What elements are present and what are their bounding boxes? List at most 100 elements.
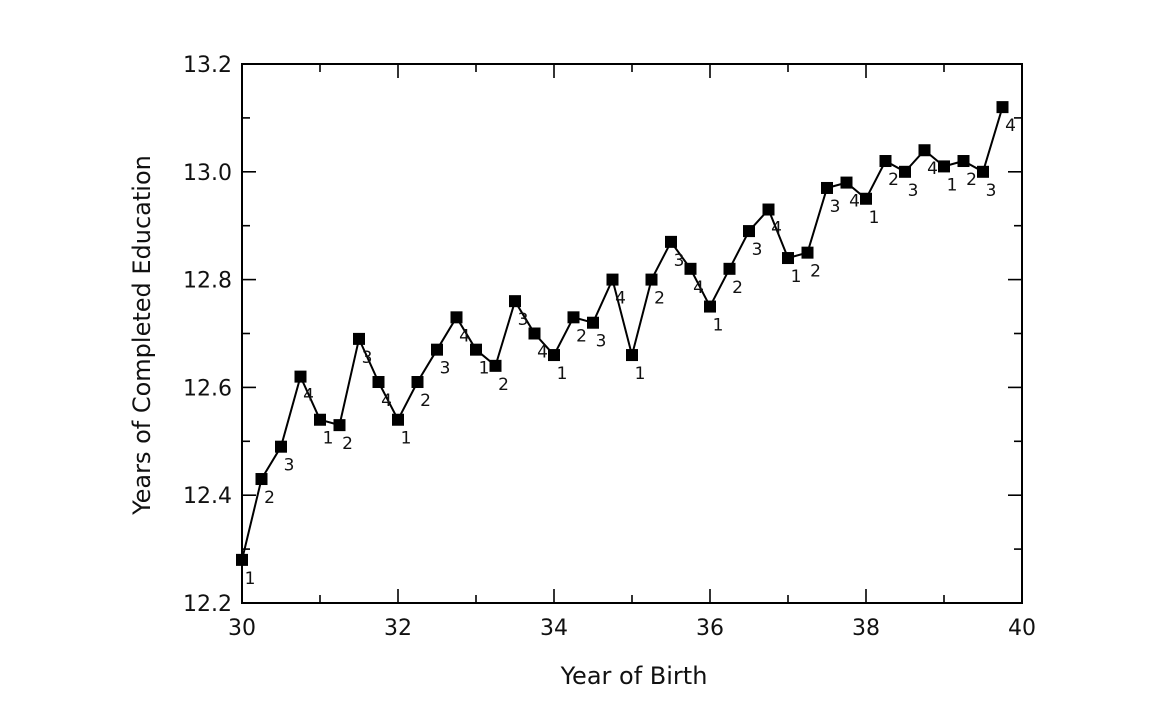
data-point-marker: [684, 262, 697, 275]
data-point-marker: [704, 300, 716, 313]
data-point-marker: [567, 311, 580, 324]
quarter-label: 1: [635, 364, 646, 384]
quarter-label: 1: [401, 429, 412, 449]
y-axis-ticks: 12.2 12.4 12.6 12.8 13.0 13.2: [183, 53, 1022, 617]
quarter-label: 4: [1005, 116, 1016, 136]
quarter-label: 3: [284, 456, 295, 476]
data-point-marker: [977, 165, 989, 178]
quarter-label: 4: [303, 386, 314, 406]
quarter-label: 4: [927, 159, 938, 179]
data-point-marker: [333, 419, 346, 432]
quarter-label: 4: [537, 343, 548, 363]
data-point-marker: [353, 332, 365, 345]
quarter-label: 1: [557, 364, 568, 384]
quarter-label: 3: [440, 359, 451, 379]
quarter-label: 2: [342, 434, 353, 454]
quarter-label: 3: [752, 240, 763, 260]
y-tick-label: 12.6: [183, 376, 232, 401]
quarter-label: 3: [674, 251, 685, 271]
x-tick-label: 30: [228, 616, 256, 641]
data-point-marker: [372, 376, 385, 389]
quarter-label: 4: [381, 391, 392, 411]
quarter-label: 4: [771, 219, 782, 239]
data-point-marker: [255, 473, 268, 486]
quarter-label: 2: [420, 391, 431, 411]
quarter-label: 3: [908, 181, 919, 201]
y-axis-title: Years of Completed Education: [128, 155, 156, 516]
data-point-marker: [782, 252, 794, 265]
data-point-marker: [528, 327, 541, 340]
quarter-label: 3: [362, 348, 373, 368]
quarter-label: 2: [732, 278, 743, 298]
series-group: [236, 101, 1009, 566]
x-tick-label: 36: [696, 616, 724, 641]
quarter-label: 3: [986, 181, 997, 201]
data-point-marker: [899, 165, 911, 178]
data-point-marker: [411, 376, 424, 389]
data-point-marker: [821, 181, 833, 194]
data-point-marker: [801, 246, 814, 259]
data-point-marker: [431, 343, 443, 356]
data-point-marker: [587, 316, 599, 329]
data-point-marker: [509, 295, 521, 308]
data-point-marker: [762, 203, 775, 216]
y-tick-label: 13.0: [183, 161, 232, 186]
data-point-marker: [743, 225, 755, 238]
data-point-marker: [450, 311, 463, 324]
quarter-label: 2: [264, 488, 275, 508]
data-point-marker: [606, 273, 619, 286]
data-point-marker: [275, 440, 287, 453]
y-tick-label: 12.2: [183, 592, 232, 617]
data-point-marker: [626, 349, 638, 362]
data-point-marker: [236, 553, 248, 566]
data-point-marker: [665, 235, 677, 248]
x-tick-label: 38: [852, 616, 880, 641]
quarter-label: 4: [615, 289, 626, 309]
data-point-marker: [489, 359, 502, 372]
quarter-label: 2: [888, 170, 899, 190]
quarter-label: 1: [479, 359, 490, 379]
quarter-label: 2: [810, 262, 821, 282]
data-point-marker: [470, 343, 482, 356]
quarter-label: 1: [713, 316, 724, 336]
quarter-label: 2: [654, 289, 665, 309]
quarter-label: 1: [323, 429, 334, 449]
quarter-label: 1: [791, 267, 802, 287]
data-point-marker: [294, 370, 307, 383]
quarter-label: 2: [966, 170, 977, 190]
quarter-label: 1: [245, 569, 256, 589]
data-point-marker: [392, 413, 404, 426]
quarter-label: 1: [947, 175, 958, 195]
data-point-marker: [548, 349, 560, 362]
data-point-marker: [996, 101, 1009, 114]
y-tick-label: 12.8: [183, 269, 232, 294]
data-point-marker: [860, 192, 872, 205]
quarter-label: 3: [830, 197, 841, 217]
x-tick-label: 34: [540, 616, 568, 641]
series-line: [241, 106, 1004, 561]
data-point-marker: [723, 262, 736, 275]
data-point-marker: [840, 176, 853, 189]
data-point-marker: [645, 273, 658, 286]
quarter-label: 4: [459, 326, 470, 346]
data-point-marker: [314, 413, 326, 426]
data-point-marker: [938, 160, 950, 173]
data-point-marker: [918, 144, 931, 157]
quarter-label: 3: [596, 332, 607, 352]
quarter-label: 2: [576, 326, 587, 346]
y-tick-label: 13.2: [183, 53, 232, 78]
data-point-marker: [957, 155, 970, 168]
x-axis-ticks: 30 32 34 36 38 40: [228, 64, 1036, 641]
y-tick-label: 12.4: [183, 484, 232, 509]
x-tick-label: 40: [1008, 616, 1036, 641]
quarter-label: 4: [849, 192, 860, 212]
x-tick-label: 32: [384, 616, 412, 641]
quarter-label: 1: [869, 208, 880, 228]
quarter-label: 3: [518, 310, 529, 330]
quarter-label: 4: [693, 278, 704, 298]
quarter-label: 2: [498, 375, 509, 395]
x-axis-title: Year of Birth: [560, 662, 708, 690]
data-point-marker: [879, 155, 892, 168]
